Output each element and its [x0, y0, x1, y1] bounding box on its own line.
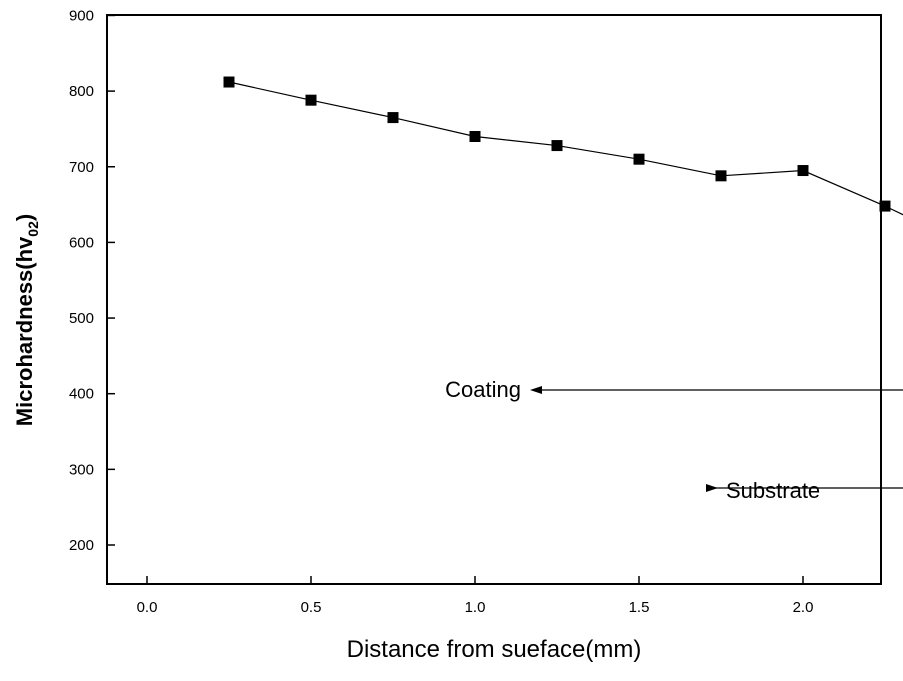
data-point [797, 165, 809, 177]
data-point [387, 112, 399, 124]
y-tick-label: 900 [69, 7, 94, 24]
data-point [633, 153, 645, 165]
y-axis-title-main: Microhardness(hv [12, 236, 37, 426]
data-point [715, 170, 727, 182]
x-tick-label: 1.5 [629, 599, 650, 616]
series-layer [223, 76, 903, 216]
plot-frame [106, 14, 882, 585]
substrate-arrow-head [706, 484, 718, 492]
x-axis-title: Distance from sueface(mm) [347, 636, 642, 663]
y-axis-title-close: ) [12, 214, 37, 221]
x-tick-label: 0.5 [301, 599, 322, 616]
data-point [305, 94, 317, 106]
coating-label: Coating [445, 377, 521, 402]
data-point [879, 200, 891, 212]
data-point [469, 130, 481, 142]
y-tick-label: 200 [69, 537, 94, 554]
series-line [228, 81, 903, 216]
y-tick-label: 800 [69, 83, 94, 100]
annotation-layer: Coating Substrate [445, 377, 903, 503]
y-tick-label: 700 [69, 159, 94, 176]
substrate-label: Substrate [726, 478, 820, 503]
y-axis-title: Microhardness(hv02) [12, 214, 41, 426]
y-tick-label: 400 [69, 386, 94, 403]
x-axis: 0.00.51.01.52.02.53.03.54.04.5 [137, 576, 814, 616]
data-point [223, 76, 235, 88]
y-axis-title-subscript: 02 [25, 221, 41, 237]
x-tick-label: 1.0 [465, 599, 486, 616]
y-tick-label: 500 [69, 310, 94, 327]
y-axis: 200 300 400 500 600 700 800 900 [69, 7, 115, 554]
coating-arrow-head [530, 386, 542, 394]
y-tick-label: 600 [69, 234, 94, 251]
x-tick-label: 0.0 [137, 599, 158, 616]
y-tick-label: 300 [69, 461, 94, 478]
data-point [551, 140, 563, 152]
x-tick-label: 2.0 [793, 599, 814, 616]
